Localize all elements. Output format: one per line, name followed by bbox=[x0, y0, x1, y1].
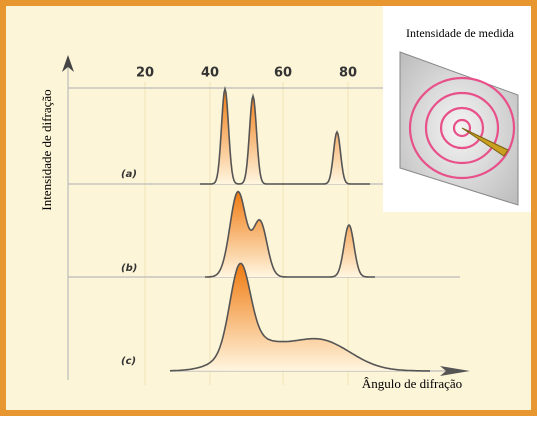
inset-label: Intensidade de medida bbox=[406, 26, 515, 40]
y-axis-label: Intensidade de difração bbox=[39, 89, 54, 210]
x-axis-label: Ângulo de difração bbox=[362, 376, 462, 391]
page: 20 40 60 80 (a) (b) (c) Intensidade de d… bbox=[0, 0, 537, 416]
x-tick: 80 bbox=[339, 66, 357, 81]
diagram: 20 40 60 80 (a) (b) (c) Intensidade de d… bbox=[0, 0, 537, 416]
pattern-label: (a) bbox=[121, 169, 137, 180]
pattern-label: (c) bbox=[121, 356, 136, 367]
x-tick: 60 bbox=[274, 66, 292, 81]
pattern-label: (b) bbox=[121, 263, 137, 274]
inset: Intensidade de medida bbox=[383, 6, 531, 212]
x-tick: 40 bbox=[201, 66, 219, 81]
x-tick: 20 bbox=[136, 66, 154, 81]
